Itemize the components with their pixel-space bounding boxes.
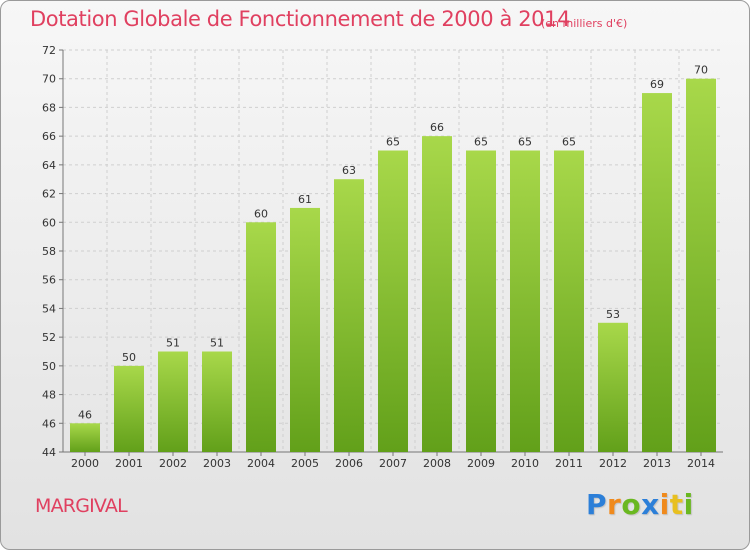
x-tick-label: 2014 <box>687 457 715 470</box>
bar-value-label: 65 <box>562 136 576 149</box>
bar-value-label: 66 <box>430 121 444 134</box>
logo-letter: P <box>586 488 608 521</box>
x-tick-label: 2001 <box>115 457 143 470</box>
y-tick-label: 60 <box>42 216 56 229</box>
bar-value-label: 61 <box>298 193 312 206</box>
y-tick-label: 68 <box>42 101 56 114</box>
x-tick-label: 2008 <box>423 457 451 470</box>
bar-value-label: 63 <box>342 164 356 177</box>
bar <box>598 322 628 452</box>
chart-unit-note: (en milliers d'€) <box>541 17 628 30</box>
bar-value-label: 65 <box>386 136 400 149</box>
bar <box>686 78 716 452</box>
x-tick-label: 2010 <box>511 457 539 470</box>
logo-letter: t <box>669 488 684 521</box>
y-tick-label: 44 <box>42 446 56 459</box>
x-tick-label: 2012 <box>599 457 627 470</box>
x-tick-label: 2000 <box>71 457 99 470</box>
commune-name: MARGIVAL <box>35 495 128 517</box>
bar-value-label: 69 <box>650 78 664 91</box>
bar-value-label: 50 <box>122 351 136 364</box>
labels: 44 46 48 50 52 54 56 58 60 62 64 66 68 70 72 46 2000 50 20… <box>42 44 715 470</box>
x-tick-label: 2007 <box>379 457 407 470</box>
x-tick-label: 2005 <box>291 457 319 470</box>
bars <box>70 78 716 453</box>
logo-letter: o <box>621 488 642 521</box>
bar-value-label: 70 <box>694 64 708 77</box>
bar <box>70 423 100 452</box>
x-tick-label: 2011 <box>555 457 583 470</box>
bar <box>510 150 540 452</box>
y-tick-label: 46 <box>42 417 56 430</box>
x-tick-label: 2009 <box>467 457 495 470</box>
logo-letter: i <box>659 488 670 521</box>
y-tick-label: 52 <box>42 331 56 344</box>
bar <box>642 93 672 453</box>
chart-title: Dotation Globale de Fonctionnement de 20… <box>30 7 571 31</box>
bar-value-label: 60 <box>254 207 268 220</box>
bar-value-label: 51 <box>166 337 180 350</box>
bar <box>246 222 276 452</box>
x-tick-label: 2004 <box>247 457 275 470</box>
x-tick-label: 2002 <box>159 457 187 470</box>
y-tick-label: 56 <box>42 274 56 287</box>
logo-letter: r <box>607 488 622 521</box>
bar <box>422 136 452 452</box>
bar-value-label: 65 <box>474 136 488 149</box>
y-tick-label: 62 <box>42 188 56 201</box>
bar-value-label: 46 <box>78 408 92 421</box>
y-tick-label: 66 <box>42 130 56 143</box>
y-tick-label: 48 <box>42 389 56 402</box>
x-tick-label: 2006 <box>335 457 363 470</box>
x-tick-label: 2013 <box>643 457 671 470</box>
logo-letter: x <box>641 488 660 521</box>
proxiti-logo: Proxiti <box>586 488 694 521</box>
bar-value-label: 51 <box>210 337 224 350</box>
bar <box>334 179 364 452</box>
bar <box>378 150 408 452</box>
bar <box>290 207 320 452</box>
y-tick-label: 70 <box>42 73 56 86</box>
y-tick-label: 54 <box>42 302 56 315</box>
y-tick-label: 50 <box>42 360 56 373</box>
logo-letter: i <box>683 488 694 521</box>
x-tick-label: 2003 <box>203 457 231 470</box>
y-tick-label: 72 <box>42 44 56 57</box>
y-tick-label: 64 <box>42 159 56 172</box>
bar <box>114 365 144 452</box>
bar <box>202 351 232 452</box>
bar-value-label: 65 <box>518 136 532 149</box>
bar <box>554 150 584 452</box>
bar-value-label: 53 <box>606 308 620 321</box>
y-tick-label: 58 <box>42 245 56 258</box>
bar <box>466 150 496 452</box>
bar <box>158 351 188 452</box>
